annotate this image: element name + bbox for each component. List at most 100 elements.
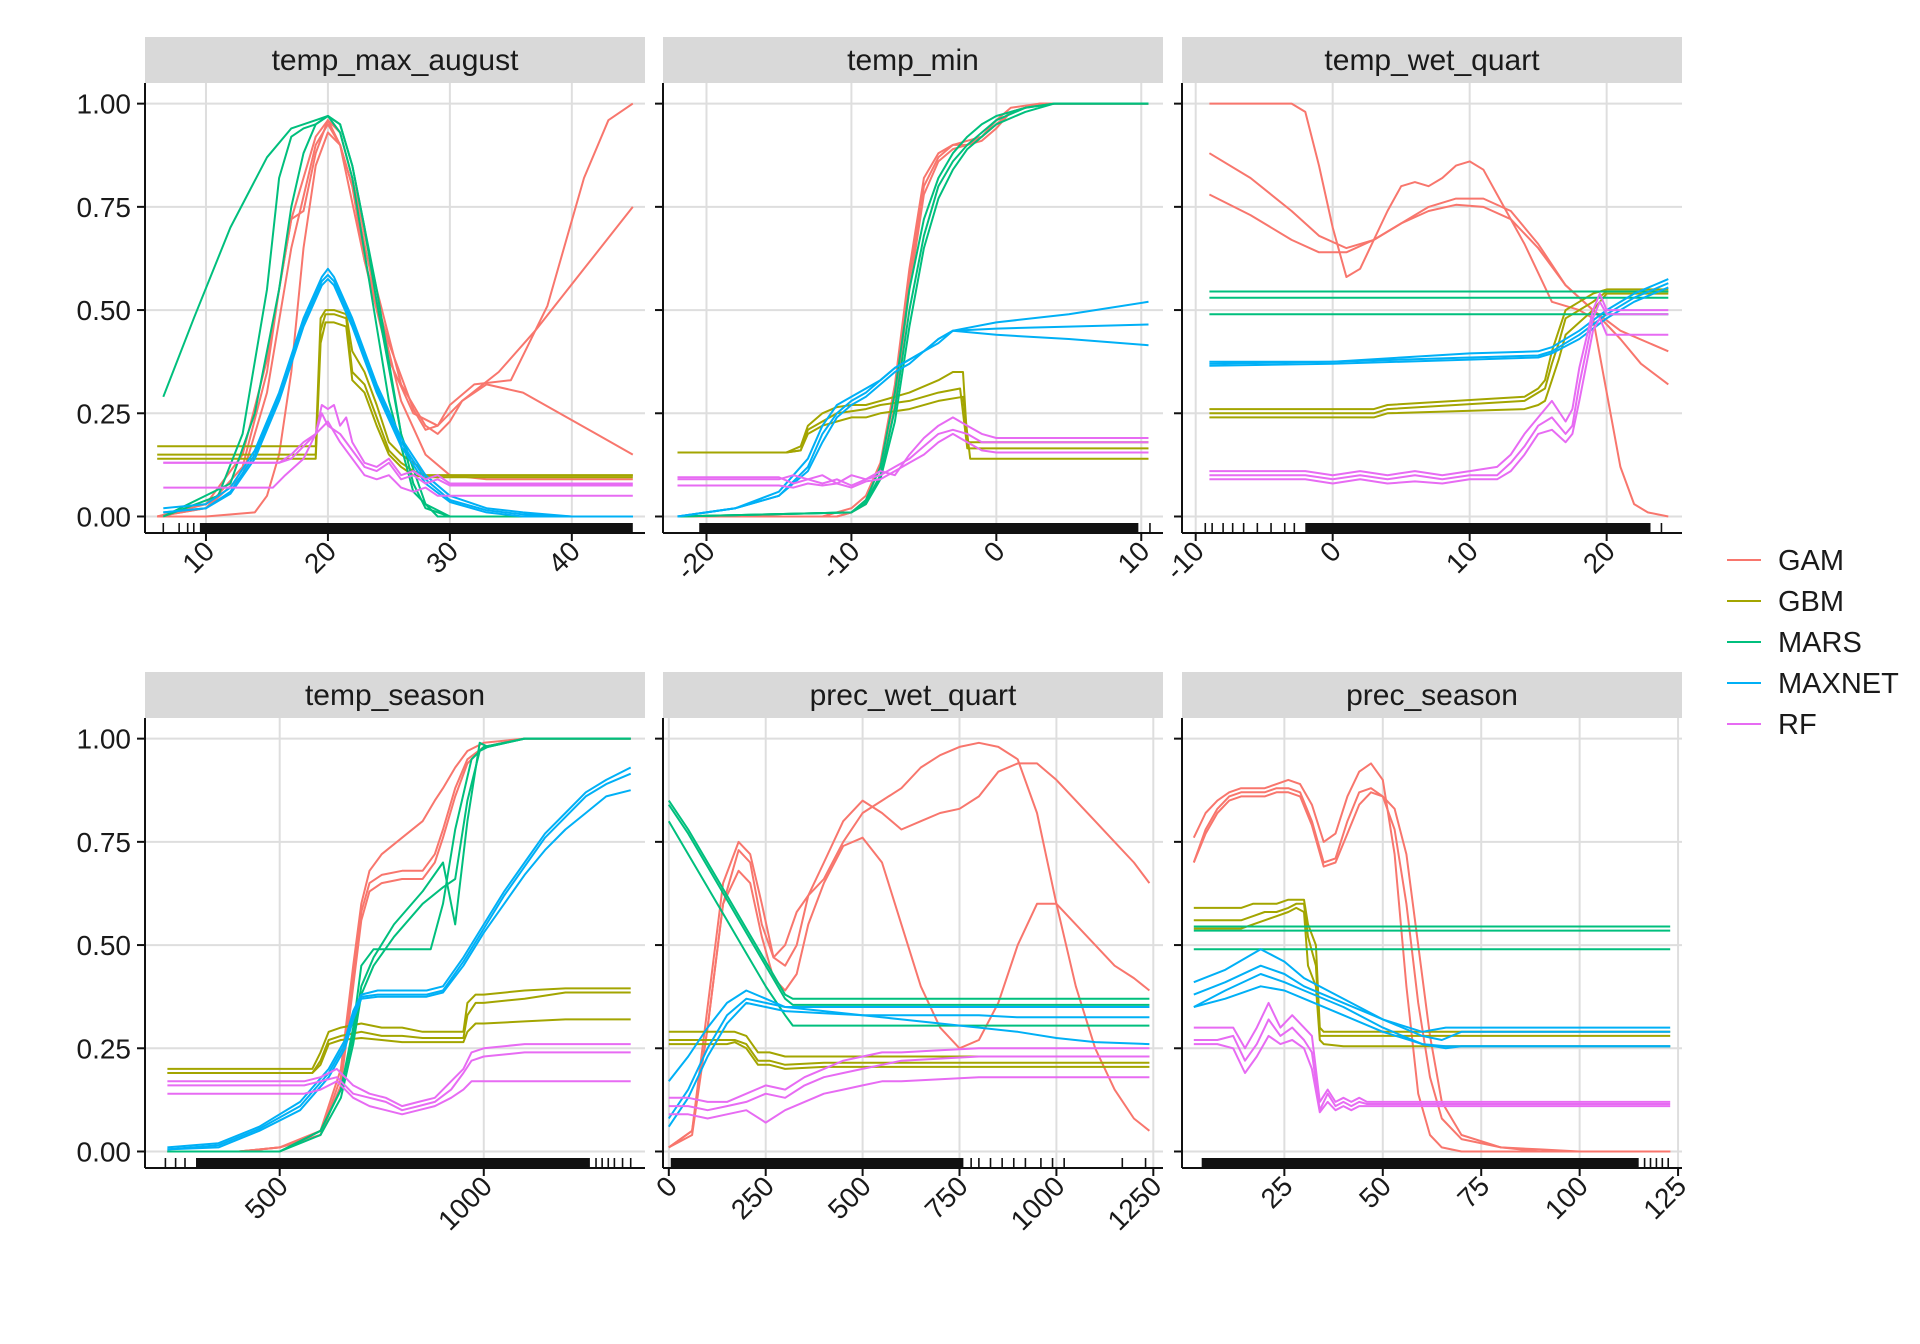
series-line-maxnet bbox=[167, 766, 632, 1149]
series-line-rf bbox=[668, 1055, 1150, 1112]
x-tick-label: 75 bbox=[1452, 1170, 1496, 1214]
series-line-rf bbox=[167, 1043, 631, 1108]
x-tick-label: 30 bbox=[420, 535, 464, 579]
series-line-rf bbox=[1193, 1034, 1671, 1114]
y-tick-label: 0.25 bbox=[77, 1033, 132, 1064]
x-tick-label: -20 bbox=[670, 535, 721, 586]
x-tick-label: -10 bbox=[1159, 535, 1210, 586]
series-line-gbm bbox=[1193, 898, 1671, 1033]
series-line-maxnet bbox=[1209, 278, 1669, 363]
x-tick-label: 10 bbox=[176, 535, 220, 579]
x-tick-label: 50 bbox=[1353, 1170, 1397, 1214]
rug-marks bbox=[164, 1158, 632, 1168]
series-line-mars bbox=[667, 804, 1150, 1006]
x-tick-label: 1000 bbox=[1005, 1170, 1071, 1236]
rug-marks bbox=[670, 1158, 1147, 1168]
series-line-rf bbox=[1193, 1001, 1671, 1103]
series-line-gam bbox=[668, 762, 1151, 1149]
rug-marks bbox=[699, 523, 1151, 533]
y-tick-label: 0.50 bbox=[77, 295, 132, 326]
x-tick-label: 0 bbox=[978, 535, 1011, 568]
rug-dense-band bbox=[1201, 1158, 1639, 1168]
series-line-gam bbox=[1209, 102, 1669, 518]
facet-title: temp_max_august bbox=[272, 44, 519, 77]
x-tick-label: 125 bbox=[1637, 1170, 1692, 1225]
panel-background bbox=[663, 718, 1163, 1168]
facet-panel-temp-min: temp_min -20 -10 0 10 bbox=[655, 37, 1163, 586]
rug-marks bbox=[1204, 523, 1663, 533]
facet-panel-temp-season: temp_season 0.00 0.25 0.50 0.75 1.00 500 1000 bbox=[77, 672, 645, 1236]
panel-background bbox=[145, 718, 645, 1168]
rug-dense-band bbox=[1305, 523, 1651, 533]
series-line-gbm bbox=[1209, 290, 1669, 415]
series-line-gam bbox=[156, 119, 634, 518]
x-tick-label: 500 bbox=[239, 1170, 294, 1225]
series-line-maxnet bbox=[668, 989, 1150, 1082]
series-line-gam bbox=[668, 836, 1151, 1149]
series-line-rf bbox=[677, 432, 1149, 489]
facet-panels: temp_max_august 0.00 0.25 0.50 0.75 1.00 10 20 3… bbox=[77, 37, 1692, 1236]
x-tick-label: 25 bbox=[1255, 1170, 1299, 1214]
series-line-gbm bbox=[1193, 902, 1671, 1037]
facet-title: temp_wet_quart bbox=[1324, 44, 1540, 77]
series-line-rf bbox=[668, 1047, 1150, 1103]
y-tick-label: 0.50 bbox=[77, 930, 132, 961]
series-line-maxnet bbox=[1193, 948, 1671, 1041]
x-tick-label: 10 bbox=[1112, 535, 1156, 579]
series-line-mars bbox=[162, 115, 633, 518]
facet-title: temp_min bbox=[847, 44, 979, 77]
series-line-gbm bbox=[677, 395, 1149, 460]
facet-panel-prec-wet-quart: prec_wet_quart 0 250 500 750 1000 1250 bbox=[650, 672, 1168, 1236]
series-line-rf bbox=[1209, 300, 1669, 481]
chart-legend: GAM GBM MARS MAXNET RF bbox=[1727, 545, 1899, 741]
x-tick-label: -10 bbox=[815, 535, 866, 586]
series-line-gam bbox=[668, 741, 1151, 1149]
series-line-rf bbox=[163, 420, 633, 497]
series-line-rf bbox=[163, 404, 633, 485]
series-line-maxnet bbox=[1193, 973, 1671, 1050]
y-tick-label: 0.75 bbox=[77, 827, 132, 858]
facet-title: prec_wet_quart bbox=[810, 679, 1017, 712]
series-line-maxnet bbox=[667, 997, 1150, 1120]
series-line-maxnet bbox=[667, 1001, 1150, 1128]
x-tick-label: 500 bbox=[822, 1170, 877, 1225]
series-line-maxnet bbox=[167, 772, 632, 1151]
series-line-gam bbox=[157, 131, 633, 518]
series-line-mars bbox=[677, 102, 1149, 518]
series-line-maxnet bbox=[163, 267, 633, 518]
series-line-gam bbox=[677, 102, 1149, 518]
x-tick-label: 20 bbox=[298, 535, 342, 579]
series-line-mars bbox=[677, 102, 1149, 518]
panel-background bbox=[1182, 718, 1682, 1168]
series-line-gbm bbox=[668, 1041, 1150, 1070]
facet-panel-temp-max-august: temp_max_august 0.00 0.25 0.50 0.75 1.00 10 20 3… bbox=[77, 37, 645, 579]
rug-dense-band bbox=[199, 523, 633, 533]
series-line-mars bbox=[667, 820, 1150, 1027]
legend-label: RF bbox=[1778, 709, 1817, 741]
y-tick-label: 0.75 bbox=[77, 192, 132, 223]
series-line-gbm bbox=[668, 1039, 1150, 1066]
series-line-mars bbox=[667, 800, 1150, 1000]
x-tick-label: 100 bbox=[1539, 1170, 1594, 1225]
rug-dense-band bbox=[670, 1158, 964, 1168]
series-line-maxnet bbox=[1193, 964, 1671, 1033]
series-line-gam bbox=[157, 123, 634, 518]
x-tick-label: 750 bbox=[919, 1170, 974, 1225]
series-line-rf bbox=[1209, 317, 1669, 485]
x-tick-label: 250 bbox=[725, 1170, 780, 1225]
series-line-gam bbox=[1192, 787, 1671, 1153]
panel-background bbox=[1182, 83, 1682, 533]
series-line-rf bbox=[167, 1080, 631, 1116]
series-line-gbm bbox=[167, 991, 631, 1074]
series-line-maxnet bbox=[1209, 282, 1669, 365]
facet-title: prec_season bbox=[1346, 679, 1518, 712]
x-tick-label: 0 bbox=[650, 1170, 683, 1203]
x-tick-label: 20 bbox=[1577, 535, 1621, 579]
y-tick-label: 0.25 bbox=[77, 398, 132, 429]
y-tick-label: 1.00 bbox=[77, 724, 132, 755]
series-line-gbm bbox=[1193, 906, 1671, 1048]
series-line-gbm bbox=[167, 1018, 631, 1074]
series-line-mars bbox=[677, 102, 1149, 518]
x-tick-label: 1250 bbox=[1102, 1170, 1168, 1236]
